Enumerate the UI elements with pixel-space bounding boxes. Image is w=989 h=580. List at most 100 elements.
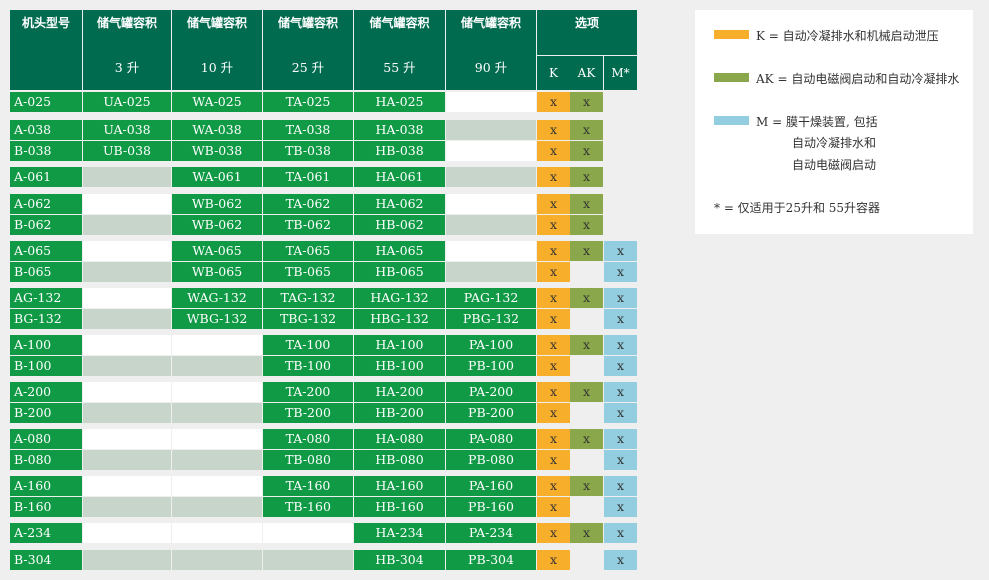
tank-cell: WA-065 — [172, 241, 262, 261]
tank-cell: PB-080 — [446, 450, 536, 470]
model-cell: B-100 — [10, 356, 82, 376]
tank-cell: TA-160 — [263, 476, 353, 496]
tank-cell: HA-200 — [354, 382, 445, 402]
tank-cell — [83, 167, 171, 187]
tank-cell: TB-080 — [263, 450, 353, 470]
tank-cell: HA-062 — [354, 194, 445, 214]
tank-cell — [263, 550, 353, 570]
option-m-cell: x — [604, 262, 637, 282]
tank-cell: TA-065 — [263, 241, 353, 261]
tank-cell: HA-065 — [354, 241, 445, 261]
header-model-label: 机头型号 — [21, 16, 70, 30]
option-ak-cell: x — [570, 215, 603, 235]
option-m-cell: x — [604, 335, 637, 355]
tank-cell — [172, 429, 262, 449]
tank-cell: TB-160 — [263, 497, 353, 517]
option-m-cell: x — [604, 309, 637, 329]
option-k-cell: x — [537, 215, 570, 235]
tank-cell — [83, 309, 171, 329]
tank-cell — [172, 497, 262, 517]
option-k-cell: x — [537, 403, 570, 423]
header-tank-label: 储气罐容积 — [369, 16, 430, 30]
option-k-cell: x — [537, 550, 570, 570]
option-ak-cell: x — [570, 382, 603, 402]
tank-cell: HA-080 — [354, 429, 445, 449]
tank-cell: UB-038 — [83, 141, 171, 161]
model-cell: B-062 — [10, 215, 82, 235]
tank-cell: TA-061 — [263, 167, 353, 187]
header-tank-label: 储气罐容积 — [460, 16, 521, 30]
option-m-cell: x — [604, 356, 637, 376]
tank-cell — [83, 288, 171, 308]
tank-cell: UA-038 — [83, 120, 171, 140]
legend-note: * = 仅适用于25升和 55升容器 — [714, 201, 881, 215]
option-m-cell: x — [604, 382, 637, 402]
tank-cell: TA-025 — [263, 92, 353, 112]
tank-cell — [83, 523, 171, 543]
tank-cell: HB-304 — [354, 550, 445, 570]
option-ak-cell: x — [570, 476, 603, 496]
option-m-cell: x — [604, 523, 637, 543]
option-m-cell: x — [604, 429, 637, 449]
header-tank-volume: 10 升 — [200, 60, 234, 75]
model-cell: A-065 — [10, 241, 82, 261]
model-cell: B-160 — [10, 497, 82, 517]
option-m-cell: x — [604, 450, 637, 470]
tank-cell — [263, 523, 353, 543]
tank-cell — [83, 450, 171, 470]
tank-cell: TA-062 — [263, 194, 353, 214]
tank-cell — [446, 262, 536, 282]
tank-cell — [172, 356, 262, 376]
option-ak-cell: x — [570, 167, 603, 187]
tank-cell: PB-160 — [446, 497, 536, 517]
tank-cell: TA-038 — [263, 120, 353, 140]
tank-cell: HA-100 — [354, 335, 445, 355]
tank-cell: TA-200 — [263, 382, 353, 402]
option-k-cell: x — [537, 288, 570, 308]
tank-cell: WB-062 — [172, 194, 262, 214]
m-swatch — [714, 116, 749, 125]
header-tank-1: 储气罐容积 3 升 — [83, 10, 171, 90]
option-m-cell: x — [604, 288, 637, 308]
tank-cell — [172, 523, 262, 543]
tank-cell: HA-160 — [354, 476, 445, 496]
option-m-cell: x — [604, 550, 637, 570]
tank-cell: TB-100 — [263, 356, 353, 376]
header-option-2: M* — [604, 56, 637, 90]
header-options-label: 选项 — [574, 16, 599, 30]
header-tank-3: 储气罐容积 25 升 — [263, 10, 353, 90]
tank-cell: HA-025 — [354, 92, 445, 112]
option-k-cell: x — [537, 450, 570, 470]
legend-k: K = 自动冷凝排水和机械启动泄压 — [756, 29, 939, 43]
k-swatch — [714, 30, 749, 39]
model-cell: A-080 — [10, 429, 82, 449]
option-m-cell: x — [604, 241, 637, 261]
option-ak-cell: x — [570, 120, 603, 140]
tank-cell: HB-200 — [354, 403, 445, 423]
model-cell: A-160 — [10, 476, 82, 496]
model-cell: BG-132 — [10, 309, 82, 329]
tank-cell: HAG-132 — [354, 288, 445, 308]
tank-cell: PA-100 — [446, 335, 536, 355]
option-ak-cell: x — [570, 141, 603, 161]
model-cell: A-038 — [10, 120, 82, 140]
tank-cell — [83, 403, 171, 423]
header-tank-2: 储气罐容积 10 升 — [172, 10, 262, 90]
header-model: 机头型号 — [10, 10, 82, 90]
option-k-cell: x — [537, 476, 570, 496]
option-k-cell: x — [537, 194, 570, 214]
option-k-cell: x — [537, 262, 570, 282]
tank-cell — [83, 550, 171, 570]
tank-cell — [446, 167, 536, 187]
header-tank-label: 储气罐容积 — [96, 16, 157, 30]
tank-cell — [83, 356, 171, 376]
tank-cell: HB-038 — [354, 141, 445, 161]
header-tank-volume: 90 升 — [474, 60, 508, 75]
tank-cell — [172, 335, 262, 355]
model-cell: A-100 — [10, 335, 82, 355]
legend-m-line2: 自动冷凝排水和 — [792, 136, 877, 150]
option-k-cell: x — [537, 141, 570, 161]
tank-cell — [172, 403, 262, 423]
legend-box: K = 自动冷凝排水和机械启动泄压 AK = 自动电磁阀启动和自动冷凝排水 M … — [695, 10, 973, 234]
option-ak-cell: x — [570, 241, 603, 261]
